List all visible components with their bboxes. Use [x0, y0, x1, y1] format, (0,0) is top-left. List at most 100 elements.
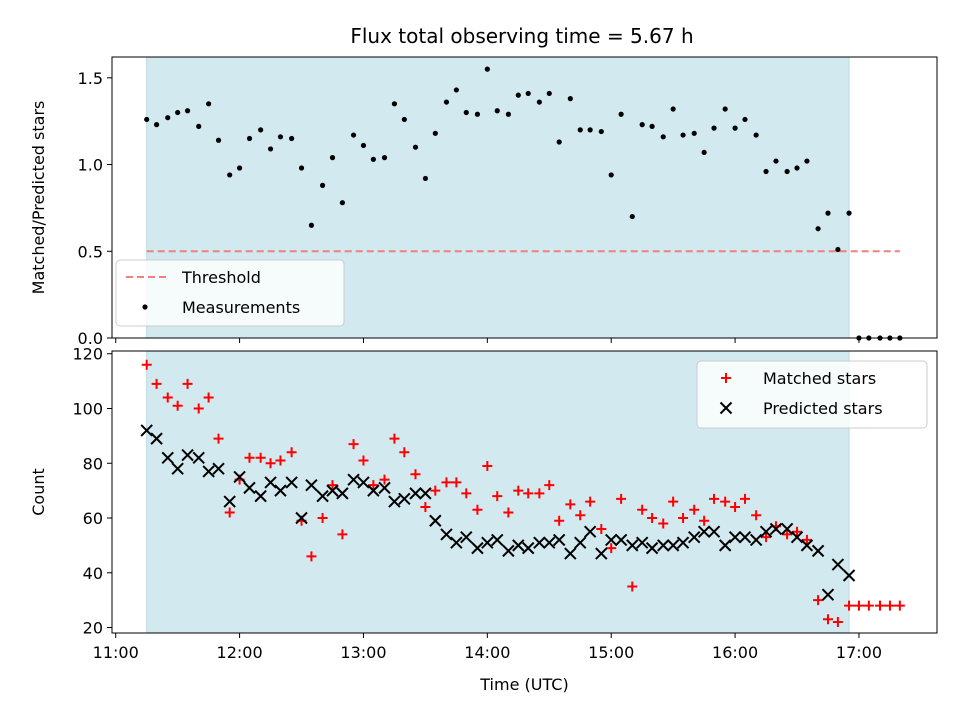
legend-box [115, 259, 345, 327]
measurements-point [670, 106, 676, 112]
predicted-stars-point [718, 539, 732, 552]
matched-stars-point [430, 485, 441, 496]
matched-stars-point [782, 529, 793, 540]
predicted-stars-point [780, 522, 794, 536]
measurements-point [184, 108, 191, 114]
predicted-stars-point [687, 530, 701, 544]
predicted-stars-point [367, 484, 380, 497]
predicted-stars-point [635, 536, 649, 549]
y-tick-label: 1.5 [78, 69, 103, 88]
measurements-point [494, 108, 500, 114]
legend-swatch-measurements [142, 304, 148, 310]
x-tick-label: 11:00 [93, 643, 139, 662]
measurements-point [742, 116, 748, 123]
matched-stars-point [884, 600, 895, 611]
measurements-point [319, 182, 326, 188]
measurements-point [649, 123, 655, 129]
predicted-stars-point [583, 525, 597, 538]
predicted-stars-point [522, 541, 535, 555]
measurements-point [639, 122, 645, 128]
measurements-point [196, 123, 202, 129]
legend-label: Predicted stars [763, 399, 883, 418]
measurements-point [846, 210, 852, 216]
measurements-point [577, 127, 583, 133]
predicted-stars-point [552, 533, 566, 547]
matched-stars-point [875, 600, 886, 611]
predicted-stars-point [749, 533, 763, 547]
predicted-stars-point [202, 465, 215, 478]
measurements-point [391, 101, 398, 107]
matched-stars-point [410, 469, 421, 480]
measurements-point [153, 122, 160, 128]
plot-frame [111, 350, 938, 634]
matched-stars-point [368, 480, 379, 491]
matched-stars-point [813, 595, 824, 606]
matched-stars-point [844, 600, 855, 611]
y-tick-label: 0.0 [78, 329, 103, 348]
y-tick-label: 60 [83, 509, 103, 528]
count-panel: 20 40 60 80 100 120 11:00 12:00 13:00 14:00 15:00 1… [29, 345, 938, 694]
predicted-stars-point [140, 424, 153, 437]
x-axis-title: Time (UTC) [479, 675, 568, 694]
matched-stars-point [451, 477, 462, 488]
predicted-stars-point [676, 536, 690, 549]
y-tick-label: 1.0 [78, 156, 103, 175]
measurements-point [815, 226, 821, 232]
measurements-point [825, 210, 831, 216]
legend-label: Threshold [181, 268, 261, 287]
matched-stars-point [337, 529, 348, 540]
y-axis-title: Matched/Predicted stars [29, 101, 48, 295]
matched-stars-point [523, 488, 534, 499]
measurements-point [289, 135, 295, 142]
measurements-point [236, 165, 243, 171]
legend-box [696, 360, 928, 429]
legend: Matched stars Predicted stars [696, 360, 928, 429]
predicted-stars-point [161, 451, 174, 464]
measurements-point [618, 111, 624, 117]
y-tick-label: 100 [72, 399, 103, 418]
ratio-panel: 0.0 0.5 1.0 1.5 Matched/Predicted stars Thres… [29, 56, 938, 348]
measurements-point [701, 149, 707, 156]
matched-stars-point [575, 510, 586, 521]
predicted-stars-point [347, 473, 360, 486]
predicted-stars-point [233, 470, 246, 484]
predicted-stars-point [150, 432, 163, 445]
legend-label: Matched stars [763, 369, 876, 388]
measurements-point [680, 132, 686, 138]
legend-swatch-matched-stars [721, 373, 731, 383]
matched-stars-point [739, 493, 750, 504]
predicted-stars-point [264, 476, 277, 489]
predicted-stars-point [192, 451, 205, 464]
predicted-stars-point [181, 448, 194, 462]
measurements-point [443, 99, 450, 105]
matched-stars-point [379, 474, 390, 485]
measurements-point [277, 134, 284, 140]
matched-stars-point [637, 504, 648, 515]
measurements-point [722, 106, 728, 112]
matched-stars-point [172, 400, 183, 411]
predicted-stars-point [574, 536, 587, 549]
predicted-stars-point [595, 547, 608, 560]
predicted-stars-point [336, 487, 349, 500]
measurements-point [515, 92, 521, 98]
measurements-point [246, 135, 253, 142]
matched-stars-point [441, 477, 452, 488]
predicted-stars-point [460, 530, 473, 544]
measurements-point [567, 96, 573, 102]
measurements-point [546, 90, 552, 97]
matched-stars-point [554, 515, 565, 526]
matched-stars-point [565, 499, 576, 510]
measurements-point [298, 165, 305, 171]
matched-stars-point [751, 510, 762, 521]
predicted-stars-point [409, 487, 422, 500]
matched-stars-point [327, 480, 338, 491]
matched-stars-point [213, 433, 224, 444]
matched-stars-point [389, 433, 400, 444]
predicted-stars-point [626, 539, 639, 552]
y-tick-label: 0.5 [78, 242, 103, 261]
predicted-stars-point [243, 481, 256, 495]
predicted-stars-point [738, 530, 752, 544]
predicted-stars-point [614, 533, 628, 547]
data-marks [140, 359, 905, 628]
